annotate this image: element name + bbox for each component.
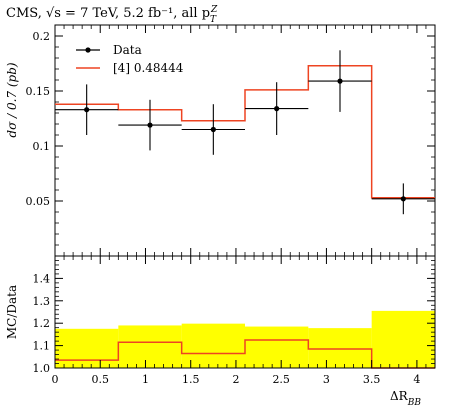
x-tick-label: 2 — [232, 373, 239, 386]
ratio-y-tick-label: 1.4 — [33, 272, 51, 285]
ratio-y-tick-label: 1.3 — [33, 295, 51, 308]
ratio-x-ticks: 0 0.5 1 1.5 2 2.5 3 3.5 4 — [52, 256, 436, 386]
main-y-axis-label: dσ / 0.7 (pb) — [5, 62, 19, 137]
ratio-band-bin — [308, 328, 372, 368]
x-tick-label: 1 — [142, 373, 149, 386]
main-y-tick-label: 0.2 — [33, 30, 51, 43]
x-tick-label: 3.5 — [363, 373, 381, 386]
data-point-marker — [147, 122, 153, 128]
x-tick-label: 3 — [323, 373, 330, 386]
ratio-y-tick-label: 1.1 — [33, 340, 51, 353]
ratio-y-tick-label: 1.0 — [33, 362, 51, 375]
data-point — [181, 104, 245, 155]
mc-step-line — [55, 64, 435, 199]
main-x-ticks — [54, 25, 436, 256]
x-tick-label: 4 — [413, 373, 420, 386]
ratio-band-bin — [55, 328, 119, 368]
legend-mc-label: [4] 0.48444 — [113, 61, 184, 75]
mc-histogram — [55, 64, 435, 199]
chart-title: CMS, √s = 7 TeV, 5.2 fb⁻¹, all pTZ — [6, 5, 218, 25]
data-points — [55, 50, 435, 215]
x-tick-label: 2.5 — [272, 373, 290, 386]
main-y-tick-label: 0.15 — [26, 85, 51, 98]
data-point — [55, 84, 119, 135]
data-point — [118, 99, 182, 151]
legend-data-label: Data — [113, 43, 142, 57]
ratio-band-bin — [371, 310, 435, 368]
legend: Data [4] 0.48444 — [76, 43, 184, 75]
data-point-marker — [210, 126, 216, 133]
legend-data-marker — [85, 47, 91, 53]
x-tick-label: 0 — [52, 373, 59, 386]
data-point — [371, 183, 435, 215]
ratio-uncertainty-band — [55, 310, 435, 368]
data-point — [308, 50, 372, 112]
data-point-marker — [274, 106, 280, 112]
x-axis-label: ΔRBB — [390, 389, 421, 407]
main-panel: 0.05 0.1 0.15 0.2 dσ / 0.7 (pb) Data [4] 0.… — [5, 24, 436, 257]
ratio-band-bin — [181, 323, 245, 368]
ratio-y-ticks: 1.0 1.1 1.2 1.3 1.4 — [33, 260, 435, 375]
main-y-tick-label: 0.1 — [33, 140, 51, 153]
ratio-step-line — [55, 339, 435, 369]
data-point-marker — [84, 107, 90, 113]
main-y-tick-label: 0.05 — [26, 195, 51, 208]
ratio-band-bin — [118, 325, 182, 368]
main-panel-frame — [54, 24, 436, 257]
data-point — [245, 82, 309, 135]
main-y-ticks: 0.05 0.1 0.15 0.2 — [26, 30, 435, 246]
ratio-y-tick-label: 1.2 — [33, 317, 51, 330]
ratio-mc-line — [55, 339, 435, 369]
data-point-marker — [337, 78, 343, 84]
x-tick-label: 1.5 — [182, 373, 200, 386]
ratio-y-axis-label: MC/Data — [5, 285, 19, 339]
ratio-panel: 1.0 1.1 1.2 1.3 1.4 0 0.5 1 1.5 2 2.5 3 3.5 4 MC/Dat… — [5, 255, 436, 407]
ratio-band-bin — [245, 326, 309, 368]
x-tick-label: 0.5 — [91, 373, 109, 386]
data-point-marker — [400, 196, 406, 202]
